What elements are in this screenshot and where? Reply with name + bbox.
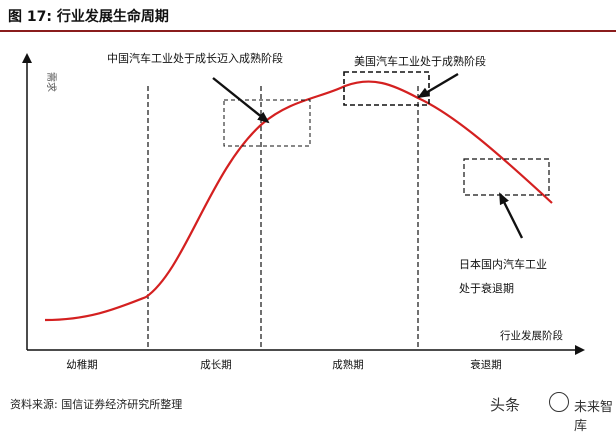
life-cycle-curve bbox=[44, 80, 553, 322]
x-axis-label: 行业发展阶段 bbox=[500, 329, 563, 342]
china-highlight-box bbox=[223, 99, 311, 147]
usa-annotation: 美国汽车工业处于成熟阶段 bbox=[354, 54, 486, 68]
figure-title-bar: 图 17: 行业发展生命周期 bbox=[0, 0, 616, 32]
japan-annotation-line2: 处于衰退期 bbox=[459, 281, 514, 295]
figure-title: 图 17: 行业发展生命周期 bbox=[8, 9, 169, 25]
stage-label-growth: 成长期 bbox=[200, 359, 232, 371]
usa-highlight-box bbox=[343, 71, 430, 106]
japan-callout-arrow bbox=[498, 192, 524, 239]
life-cycle-diagram: 需求 行业发展阶段 幼稚期 成长期 成熟期 衰退期 中国汽车工业处于成长迈入成熟… bbox=[22, 51, 585, 371]
y-axis-label: 需求 bbox=[45, 72, 57, 92]
watermark-at-icon bbox=[549, 392, 569, 412]
japan-annotation-line1: 日本国内汽车工业 bbox=[459, 257, 547, 271]
stage-label-maturity: 成熟期 bbox=[332, 358, 364, 371]
stage-label-decline: 衰退期 bbox=[470, 358, 502, 371]
figure-source: 资料来源: 国信证券经济研究所整理 bbox=[10, 398, 183, 411]
stage-label-infancy: 幼稚期 bbox=[66, 358, 98, 371]
watermark-text-a: 头条 bbox=[490, 396, 521, 414]
watermark-text-b: 未来智库 bbox=[574, 400, 614, 434]
china-annotation: 中国汽车工业处于成长迈入成熟阶段 bbox=[107, 51, 283, 65]
china-callout-arrow bbox=[212, 77, 270, 124]
usa-callout-arrow bbox=[417, 72, 459, 99]
